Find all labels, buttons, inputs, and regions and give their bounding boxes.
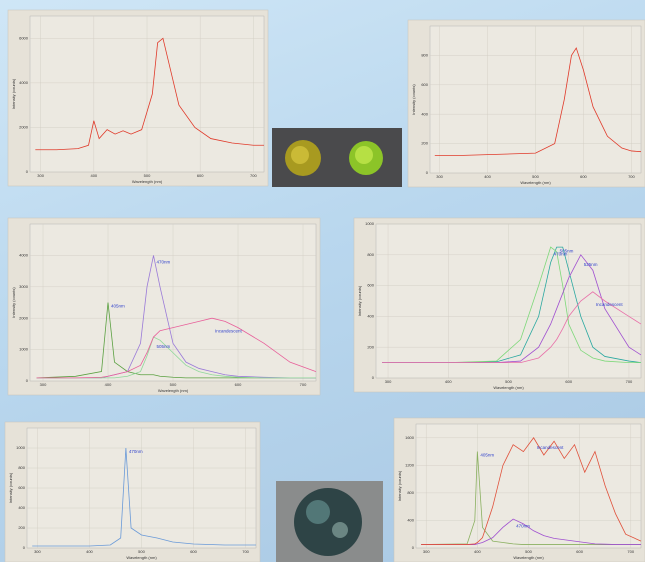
y-tick-label: 3000: [19, 284, 29, 289]
x-tick-label: 700: [300, 382, 307, 387]
y-tick-label: 600: [367, 283, 374, 288]
x-tick-label: 700: [242, 549, 249, 554]
x-tick-label: 400: [484, 174, 491, 179]
x-tick-label: 600: [576, 549, 583, 554]
series-label: Incandescent: [537, 445, 565, 450]
x-axis-label: Wavelength (nm): [132, 179, 163, 184]
x-tick-label: 500: [144, 173, 151, 178]
page: {"chart_data":[ {"type":"line","x_label"…: [0, 0, 645, 562]
x-tick-label: 700: [628, 174, 635, 179]
x-tick-label: 400: [474, 549, 481, 554]
gem-photo-pair: [272, 128, 402, 187]
series-label: 470nm: [516, 523, 530, 528]
series-label: 405nm: [480, 453, 494, 458]
y-tick-label: 800: [407, 490, 414, 495]
y-tick-label: 2000: [19, 124, 29, 129]
x-tick-label: 700: [626, 379, 633, 384]
series-label: 405nm: [111, 304, 125, 309]
x-tick-label: 500: [170, 382, 177, 387]
y-tick-label: 1200: [405, 462, 415, 467]
y-axis-label: Intensity (counts): [411, 84, 416, 115]
x-tick-label: 300: [436, 174, 443, 179]
x-tick-label: 300: [37, 173, 44, 178]
x-tick-label: 700: [627, 549, 634, 554]
y-tick-label: 800: [18, 465, 25, 470]
x-tick-label: 400: [86, 549, 93, 554]
x-axis-label: Wavelength (nm): [158, 388, 189, 393]
x-tick-label: 300: [34, 549, 41, 554]
y-axis-label: Intensity (counts): [11, 78, 16, 109]
y-axis-label: Intensity (counts): [357, 285, 362, 316]
y-tick-label: 400: [421, 111, 428, 116]
y-axis-label: Intensity (counts): [8, 472, 13, 503]
y-tick-label: 800: [421, 52, 428, 57]
y-tick-label: 400: [407, 518, 414, 523]
y-tick-label: 4000: [19, 252, 29, 257]
y-tick-label: 1000: [16, 445, 26, 450]
y-axis-label: Intensity (counts): [11, 287, 16, 318]
x-tick-label: 300: [385, 379, 392, 384]
y-tick-label: 1600: [405, 435, 415, 440]
series-label: 470nm: [129, 449, 143, 454]
y-tick-label: 800: [367, 252, 374, 257]
x-tick-label: 600: [235, 382, 242, 387]
x-tick-label: 700: [250, 173, 257, 178]
series-label: Incandescent: [596, 302, 624, 307]
x-tick-label: 600: [190, 549, 197, 554]
y-tick-label: 200: [421, 141, 428, 146]
x-axis-label: Wavelength (nm): [493, 385, 524, 390]
x-tick-label: 600: [580, 174, 587, 179]
y-tick-label: 4000: [19, 80, 29, 85]
series-label: 470nm: [554, 251, 568, 256]
series-label: 505nm: [157, 344, 171, 349]
x-tick-label: 500: [505, 379, 512, 384]
x-tick-label: 500: [138, 549, 145, 554]
y-tick-label: 200: [367, 344, 374, 349]
y-axis-label: Intensity (counts): [397, 470, 402, 501]
x-tick-label: 300: [40, 382, 47, 387]
y-tick-label: 400: [18, 505, 25, 510]
x-tick-label: 400: [105, 382, 112, 387]
y-tick-label: 1000: [365, 221, 375, 226]
y-tick-label: 6000: [19, 35, 29, 40]
x-tick-label: 500: [532, 174, 539, 179]
y-tick-label: 600: [421, 82, 428, 87]
y-tick-label: 200: [18, 525, 25, 530]
x-tick-label: 400: [445, 379, 452, 384]
x-tick-label: 300: [423, 549, 430, 554]
x-tick-label: 600: [197, 173, 204, 178]
x-axis-label: Wavelength (nm): [126, 555, 157, 560]
series-label: 525nm: [584, 262, 598, 267]
y-tick-label: 2000: [19, 315, 29, 320]
x-tick-label: 500: [525, 549, 532, 554]
series-label: 470nm: [157, 260, 171, 265]
x-axis-label: Wavelength (nm): [513, 555, 544, 560]
slide: 0200040006000300400500600700Wavelength (…: [0, 0, 645, 562]
x-tick-label: 600: [565, 379, 572, 384]
x-tick-label: 400: [90, 173, 97, 178]
x-axis-label: Wavelength (nm): [520, 180, 551, 185]
y-tick-label: 1000: [19, 347, 29, 352]
gem-photo-single: [276, 481, 383, 562]
y-tick-label: 400: [367, 313, 374, 318]
y-tick-label: 600: [18, 485, 25, 490]
series-label: Incandescent: [215, 328, 243, 333]
